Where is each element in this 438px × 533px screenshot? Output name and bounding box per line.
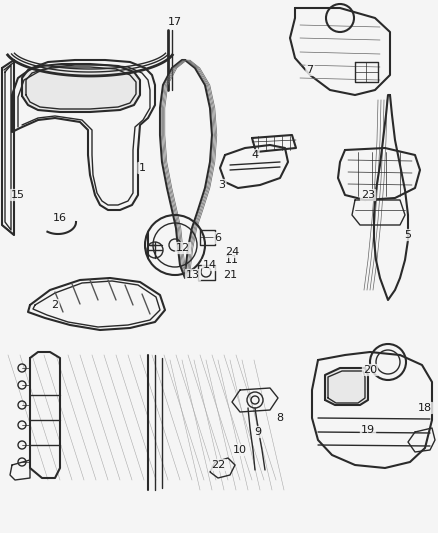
Text: 2: 2 xyxy=(51,300,59,310)
Text: 20: 20 xyxy=(363,365,377,375)
Text: 7: 7 xyxy=(307,65,314,75)
Text: 10: 10 xyxy=(233,445,247,455)
Text: 9: 9 xyxy=(254,427,261,437)
Text: 21: 21 xyxy=(223,270,237,280)
Text: 22: 22 xyxy=(211,460,225,470)
Polygon shape xyxy=(22,64,140,112)
Text: 12: 12 xyxy=(176,243,190,253)
Text: 3: 3 xyxy=(219,180,226,190)
Text: 13: 13 xyxy=(186,270,200,280)
Text: 4: 4 xyxy=(251,150,258,160)
Polygon shape xyxy=(325,368,368,405)
Text: 1: 1 xyxy=(138,163,145,173)
Text: 19: 19 xyxy=(361,425,375,435)
Text: 15: 15 xyxy=(11,190,25,200)
Text: 16: 16 xyxy=(53,213,67,223)
Text: 18: 18 xyxy=(418,403,432,413)
Text: 23: 23 xyxy=(361,190,375,200)
Text: 6: 6 xyxy=(215,233,222,243)
Text: 11: 11 xyxy=(225,255,239,265)
Text: 17: 17 xyxy=(168,17,182,27)
Text: 14: 14 xyxy=(203,260,217,270)
Text: 24: 24 xyxy=(225,247,239,257)
Text: 5: 5 xyxy=(405,230,411,240)
Text: 8: 8 xyxy=(276,413,283,423)
